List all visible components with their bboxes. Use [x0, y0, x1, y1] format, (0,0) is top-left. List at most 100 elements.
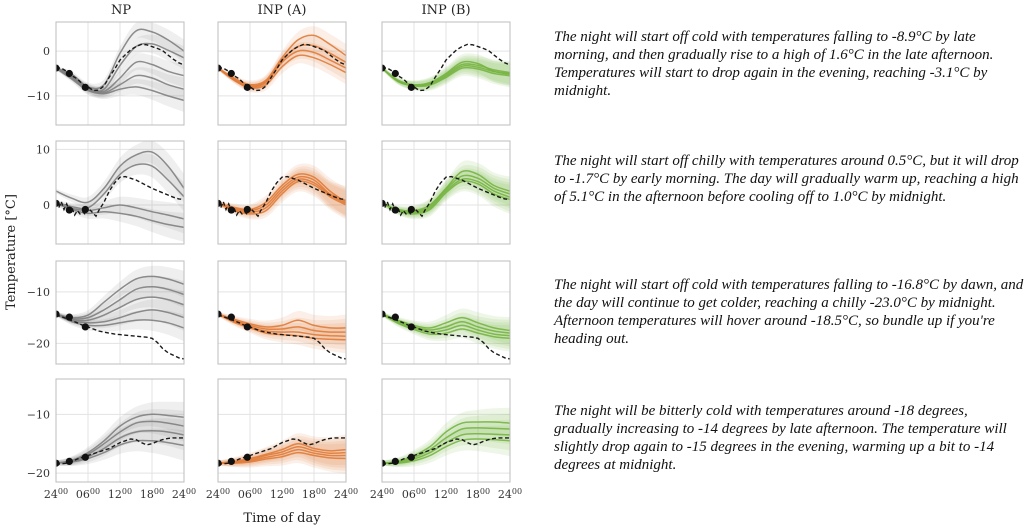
x-tick-label: 1200: [434, 487, 458, 501]
x-tick-label: 2400: [44, 487, 68, 501]
context-point: [65, 206, 73, 214]
x-tick-label: 1800: [466, 487, 490, 501]
panel-frame: [381, 260, 511, 365]
panel-series: [218, 433, 346, 474]
sample-line: [382, 66, 510, 88]
panel-r4-c1: −10 −20 2400 0600 1200 1800 2400: [27, 378, 196, 501]
sample-line: [56, 60, 184, 93]
context-point: [56, 459, 60, 467]
sample-line: [218, 445, 346, 464]
context-point: [243, 323, 251, 331]
x-tick-label: 2400: [498, 487, 522, 501]
panel-series: [56, 265, 184, 360]
panel-series: [218, 163, 346, 220]
y-tick-label: 0: [43, 199, 50, 212]
panel-frame: [381, 378, 511, 483]
context-point: [407, 83, 415, 91]
panel-series: [382, 407, 510, 468]
panel-frame: [381, 140, 511, 245]
sample-line: [218, 34, 346, 86]
panel-series: [56, 22, 184, 112]
context-point: [407, 323, 415, 331]
panel-r1-c3: [381, 21, 511, 126]
x-tick-label: 1800: [140, 487, 164, 501]
y-tick-label: 0: [43, 45, 50, 58]
context-point: [243, 205, 251, 214]
uncertainty-band: [218, 312, 346, 350]
context-point: [218, 459, 222, 467]
panel-series: [56, 141, 184, 242]
context-point: [81, 453, 89, 461]
sample-line: [218, 173, 346, 211]
panel-r3-c3: [381, 260, 511, 365]
x-tick-label: 2400: [172, 487, 196, 501]
context-point: [65, 313, 73, 321]
x-tick-label: 0600: [238, 487, 262, 501]
sample-line: [382, 427, 510, 464]
panel-r1-c1: 0 −10: [27, 21, 185, 126]
context-point: [56, 64, 60, 72]
context-point: [382, 459, 386, 467]
context-point: [391, 69, 399, 78]
observed-line: [218, 314, 346, 360]
label-layer: NP INP (A) INP (B) Temperature [°C] Time…: [4, 3, 471, 526]
panel-r2-c2: [217, 140, 347, 245]
panel-series: [218, 26, 346, 93]
sample-line: [218, 451, 346, 465]
context-point: [407, 205, 415, 214]
sample-line: [218, 178, 346, 214]
panel-series: [218, 310, 346, 360]
context-point: [81, 205, 89, 214]
context-point: [227, 69, 235, 78]
panel-r1-c2: [217, 21, 347, 126]
sample-line: [218, 54, 346, 89]
y-tick-label: −20: [27, 467, 50, 480]
sample-line: [382, 313, 510, 337]
x-tick-label: 2400: [370, 487, 394, 501]
y-tick-label: −10: [27, 408, 50, 421]
x-tick-label: 1800: [302, 487, 326, 501]
uncertainty-band: [218, 441, 346, 474]
sample-line: [218, 180, 346, 215]
sample-line: [56, 275, 184, 319]
context-point: [81, 83, 89, 91]
context-point: [227, 457, 235, 465]
caption-row-1: The night will start off cold with tempe…: [554, 29, 994, 99]
y-axis-label: Temperature [°C]: [4, 194, 19, 310]
context-point: [391, 206, 399, 214]
uncertainty-band: [56, 66, 184, 101]
panel-r3-c1: −10 −20: [27, 260, 185, 365]
observed-line: [382, 43, 510, 92]
panel-frame: [217, 378, 347, 483]
sample-line: [382, 421, 510, 464]
sample-line: [218, 448, 346, 464]
sample-line: [56, 67, 184, 94]
column-title-np: NP: [111, 3, 131, 18]
panel-r3-c2: [217, 260, 347, 365]
observed-line: [56, 314, 184, 360]
panel-frame: [55, 378, 185, 483]
x-tick-label: 0600: [402, 487, 426, 501]
panel-frame: [55, 21, 185, 126]
context-point: [407, 453, 415, 461]
observed-line: [218, 437, 346, 465]
context-point: [391, 457, 399, 465]
context-point: [56, 199, 60, 207]
x-tick-label: 1200: [270, 487, 294, 501]
panel-r2-c1: 10 0: [36, 140, 185, 245]
y-tick-label: −20: [27, 337, 50, 350]
sample-line: [56, 67, 184, 102]
observed-line: [218, 43, 346, 92]
x-axis-label: Time of day: [243, 511, 321, 526]
context-point: [382, 310, 386, 318]
column-title-inp-a: INP (A): [258, 3, 307, 18]
panel-r4-c3: 2400 0600 1200 1800 2400: [370, 378, 522, 501]
sample-line: [56, 439, 184, 464]
context-point: [218, 310, 222, 318]
context-point: [56, 310, 60, 318]
uncertainty-band: [382, 53, 510, 90]
x-tick-label: 2400: [206, 487, 230, 501]
observed-line: [382, 314, 510, 360]
context-point: [391, 313, 399, 321]
